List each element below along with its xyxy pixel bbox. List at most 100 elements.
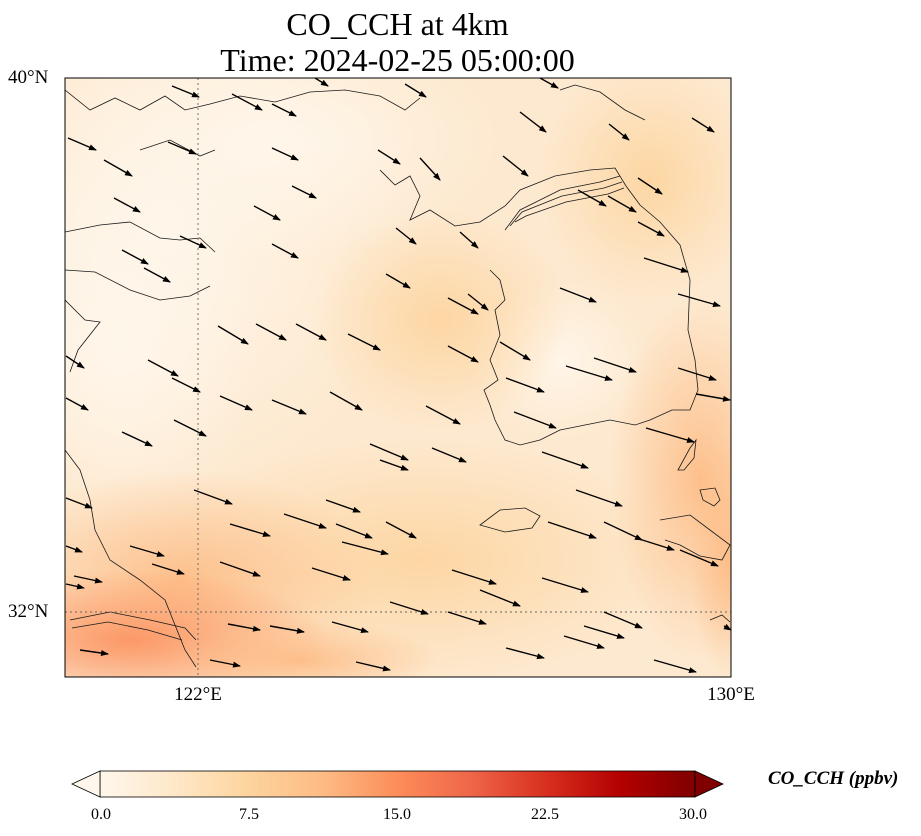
colorbar-tick-30: 30.0 — [679, 806, 707, 823]
wind-arrow — [67, 137, 97, 151]
colorbar-extend-low — [71, 770, 101, 798]
wind-arrow — [79, 649, 109, 656]
wind-arrow — [167, 141, 197, 155]
wind-arrow — [65, 397, 89, 411]
wind-arrow — [193, 489, 233, 505]
map-subtitle-time: Time: 2024-02-25 05:00:00 — [220, 42, 575, 78]
colorbar-extend-high — [694, 770, 724, 798]
wind-arrow — [271, 243, 299, 259]
wind-arrow — [355, 661, 391, 672]
wind-arrow — [431, 447, 467, 463]
wind-arrow — [637, 177, 663, 195]
wind-arrow — [419, 157, 441, 181]
wind-arrow — [377, 149, 401, 165]
co-concentration-field — [65, 78, 731, 677]
wind-arrow — [65, 355, 85, 369]
wind-arrow — [314, 78, 329, 87]
wind-arrow — [255, 323, 287, 341]
wind-arrow — [347, 333, 381, 351]
wind-arrow — [691, 117, 715, 133]
colorbar-tick-22-5: 22.5 — [531, 806, 559, 823]
map-frame — [64, 77, 732, 678]
wind-arrow — [65, 583, 85, 590]
wind-arrow — [499, 341, 531, 361]
wind-arrow — [653, 659, 697, 673]
wind-arrow — [575, 489, 623, 507]
wind-arrow — [577, 189, 607, 207]
wind-arrow — [505, 377, 545, 393]
wind-arrow — [467, 293, 489, 311]
wind-arrow — [565, 365, 613, 381]
wind-arrow — [519, 111, 547, 133]
wind-arrow — [608, 123, 630, 141]
wind-arrow — [395, 227, 417, 245]
wind-arrow — [65, 545, 83, 553]
wind-arrow — [425, 405, 461, 425]
colorbar-tick-0: 0.0 — [91, 806, 111, 823]
wind-arrow — [329, 391, 363, 411]
wind-arrow — [151, 563, 185, 575]
wind-arrow — [121, 431, 153, 447]
wind-arrow — [695, 393, 731, 402]
wind-arrow — [593, 357, 637, 373]
wind-arrow — [217, 325, 249, 345]
wind-arrow — [271, 147, 299, 161]
lat-tick-40n: 40°N — [8, 67, 49, 88]
wind-vectors — [65, 78, 731, 673]
wind-arrow — [253, 205, 281, 221]
wind-arrow — [451, 569, 497, 585]
wind-arrow — [603, 521, 643, 541]
wind-arrow — [113, 197, 141, 213]
wind-arrow — [65, 497, 93, 509]
wind-arrow — [637, 221, 665, 237]
wind-arrow — [291, 185, 317, 199]
wind-arrow — [603, 611, 643, 629]
colorbar-tick-15: 15.0 — [383, 806, 411, 823]
wind-arrow — [173, 419, 207, 437]
wind-arrow — [147, 359, 179, 377]
wind-arrow — [583, 625, 625, 639]
wind-arrow — [385, 273, 411, 289]
wind-arrow — [645, 427, 695, 443]
wind-arrow — [505, 647, 545, 660]
wind-arrow — [541, 451, 589, 469]
wind-arrow — [171, 85, 200, 98]
wind-arrow — [369, 443, 409, 461]
wind-arrow — [379, 459, 409, 471]
wind-arrow — [129, 545, 165, 557]
wind-arrow — [635, 537, 675, 551]
wind-arrow — [231, 93, 263, 111]
wind-arrow — [209, 659, 241, 668]
wind-arrow — [283, 513, 327, 529]
wind-arrow — [479, 589, 521, 607]
wind-arrow — [547, 521, 597, 539]
coastline — [65, 84, 731, 668]
wind-arrow — [179, 235, 207, 249]
wind-arrow — [271, 399, 307, 415]
wind-arrow — [513, 411, 557, 429]
wind-arrow — [404, 83, 427, 98]
colorbar-tick-7-5: 7.5 — [239, 806, 259, 823]
colorbar-label: CO_CCH (ppbv) — [768, 768, 899, 789]
wind-arrow — [723, 623, 731, 631]
wind-arrow — [563, 635, 605, 649]
map-title: CO_CCH at 4km — [286, 6, 509, 42]
wind-arrow — [227, 623, 261, 632]
wind-arrow — [103, 159, 133, 177]
wind-arrow — [335, 523, 373, 539]
wind-arrow — [459, 231, 479, 249]
wind-arrow — [447, 297, 479, 315]
wind-arrow — [341, 541, 389, 556]
wind-arrow — [171, 377, 201, 393]
wind-arrow — [677, 367, 717, 381]
lat-tick-32n: 32°N — [8, 601, 49, 622]
wind-arrow — [643, 257, 689, 273]
wind-arrow — [219, 395, 253, 411]
wind-arrow — [219, 561, 261, 577]
colorbar-gradient — [99, 770, 696, 798]
lon-tick-122e: 122°E — [174, 684, 222, 705]
wind-arrow — [389, 601, 429, 615]
wind-arrow — [541, 577, 589, 593]
wind-arrow — [73, 575, 103, 584]
gridlines — [65, 78, 731, 677]
